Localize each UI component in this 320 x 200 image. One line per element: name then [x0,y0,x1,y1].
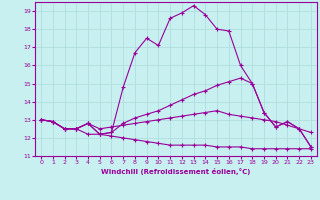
X-axis label: Windchill (Refroidissement éolien,°C): Windchill (Refroidissement éolien,°C) [101,168,251,175]
